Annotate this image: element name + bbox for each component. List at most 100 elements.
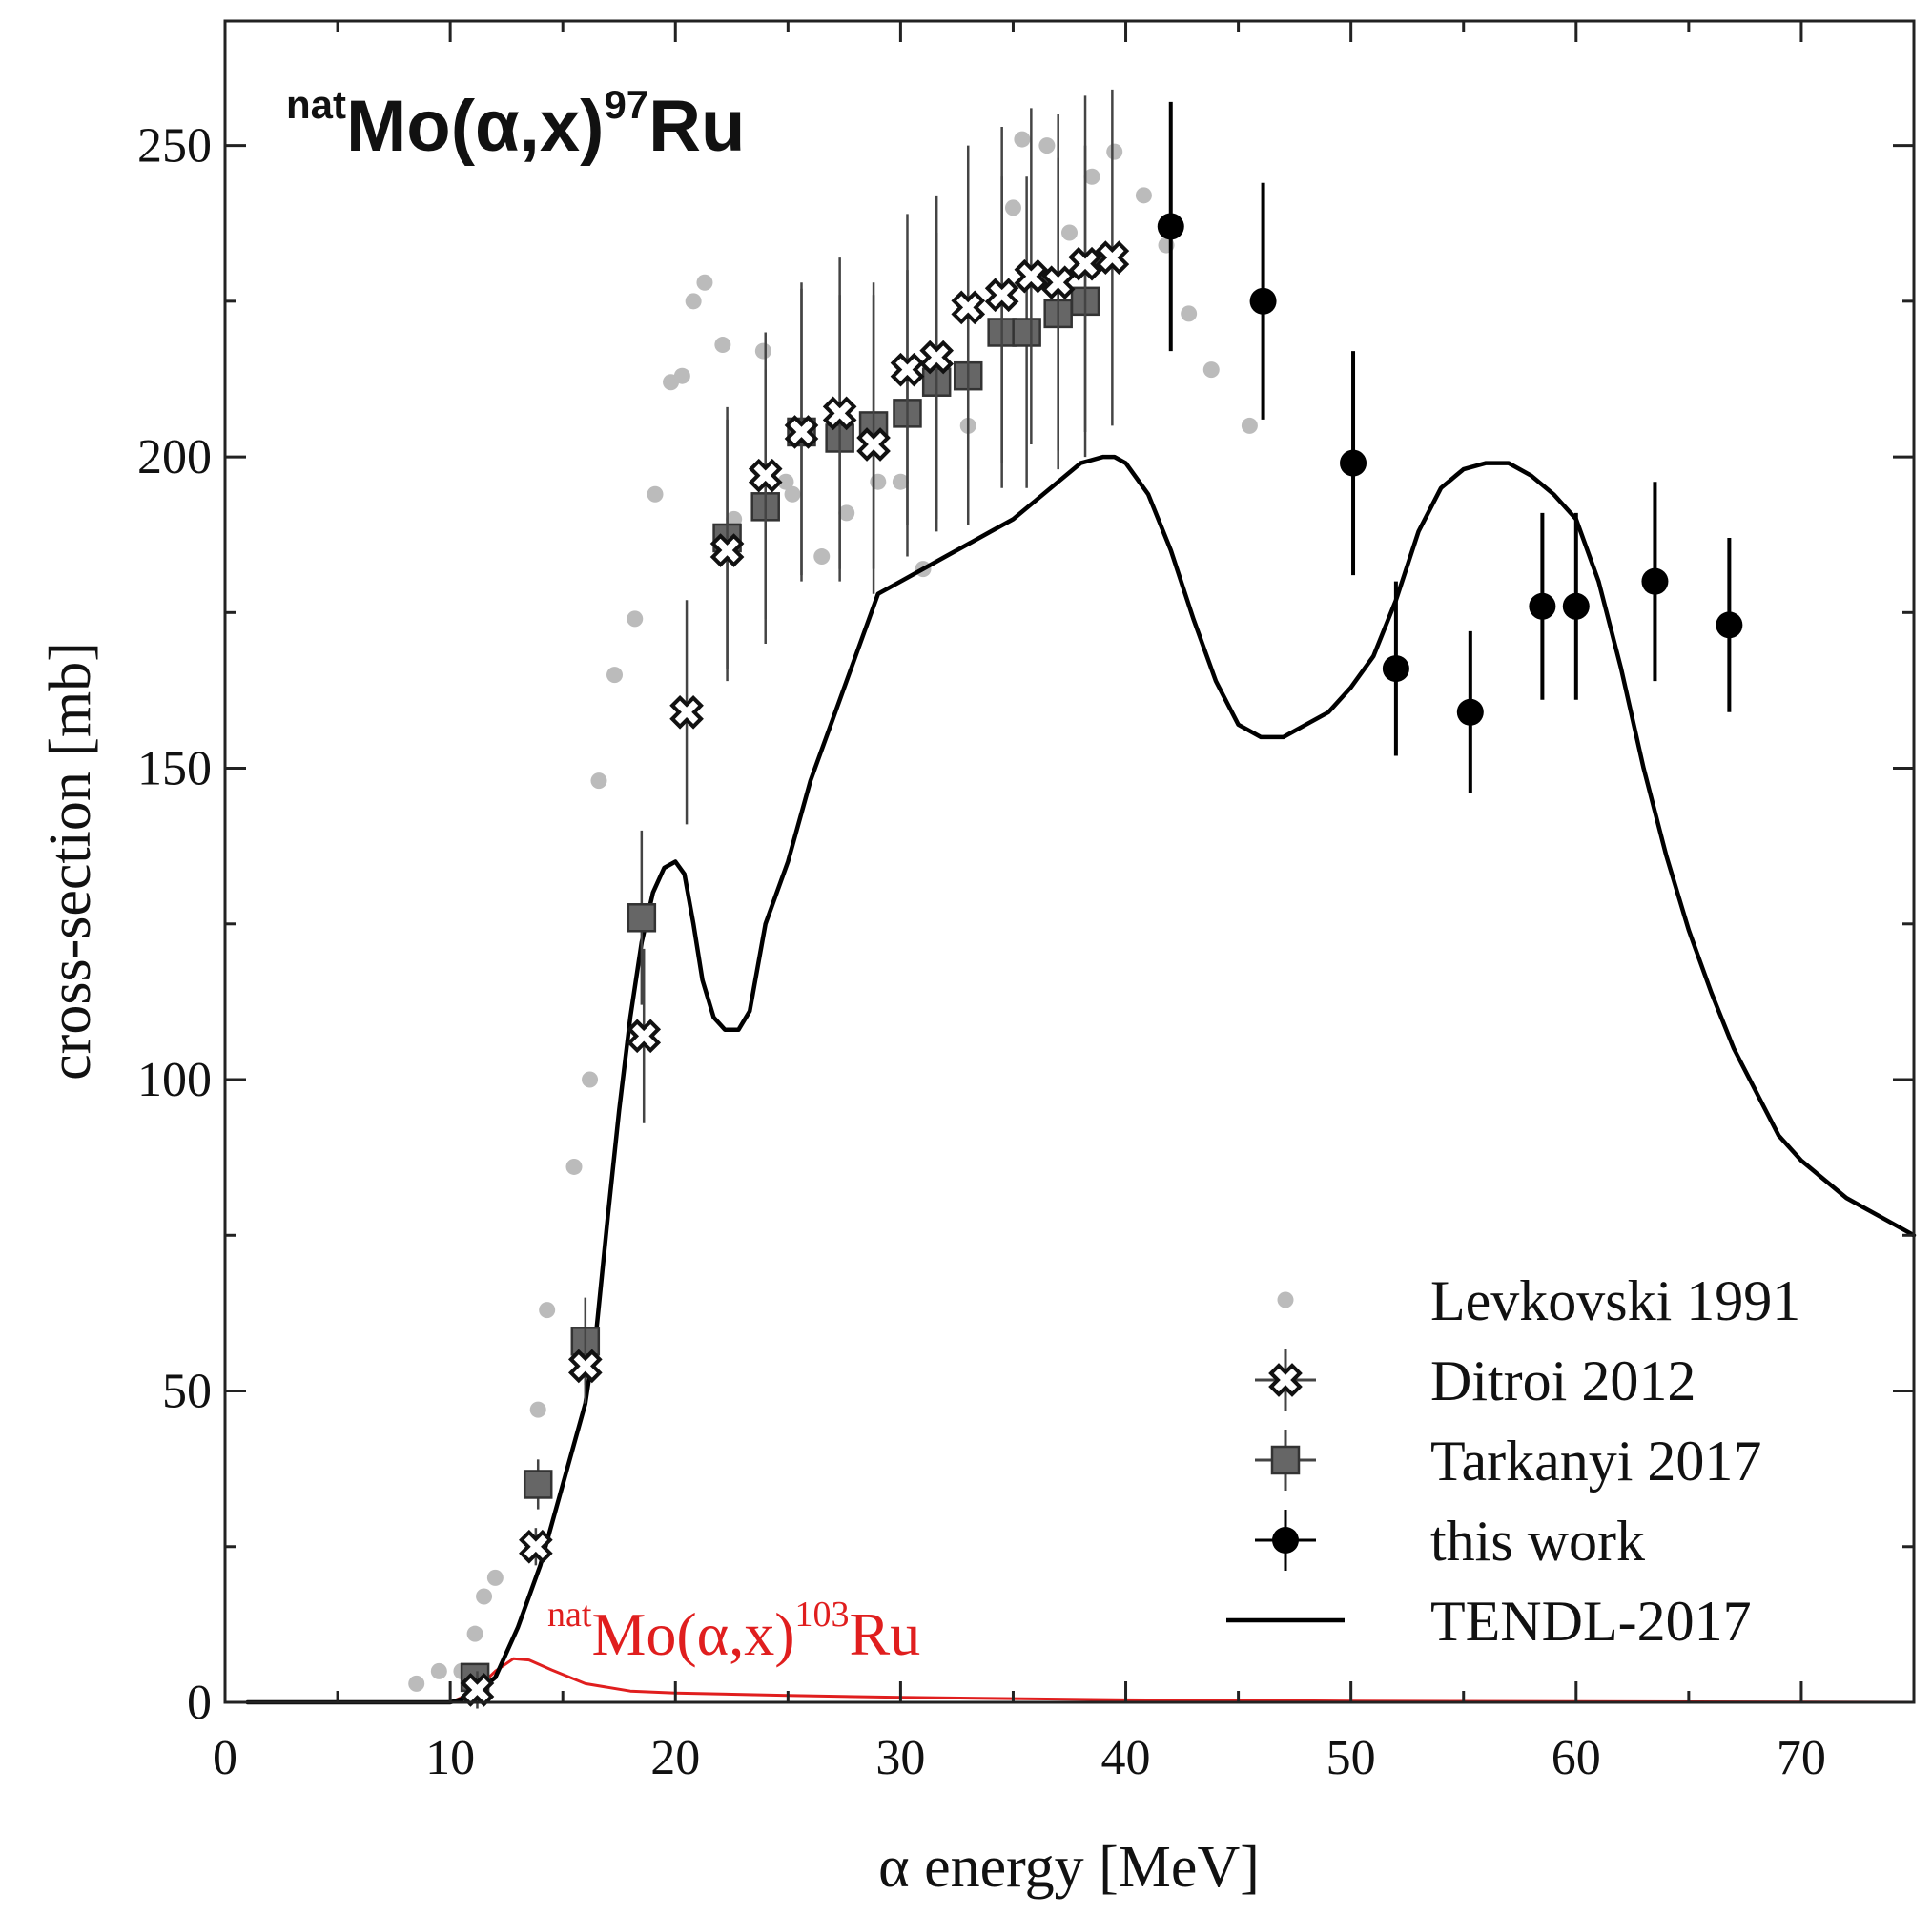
y-axis-label: cross-section [mb] xyxy=(38,642,103,1081)
tarkanyi-2017-point xyxy=(523,1470,553,1499)
levkovski-1991-point xyxy=(1202,361,1220,379)
legend-levkovski-1991-marker xyxy=(1277,1291,1294,1308)
x-tick-label: 0 xyxy=(213,1731,237,1785)
chart-title: natMo(α,x)97Ru xyxy=(286,82,745,167)
legend-levkovski-1991-label: Levkovski 1991 xyxy=(1430,1269,1800,1332)
ditroi-2012-point xyxy=(919,340,955,375)
legend-ditroi-2012-label: Ditroi 2012 xyxy=(1430,1349,1696,1412)
ditroi-2012-point xyxy=(1014,258,1049,294)
levkovski-1991-point xyxy=(1106,143,1123,160)
plot-frame xyxy=(223,19,1916,1704)
levkovski-1991-point xyxy=(1135,187,1152,204)
legend-this-work-marker xyxy=(1272,1527,1299,1554)
axis-ticks: 0 10 20 30 40 50 60 70 0 50 100 150 200 250 xyxy=(137,21,1914,1785)
ditroi-2012-point xyxy=(890,352,925,387)
x-tick-label: 70 xyxy=(1777,1731,1826,1785)
levkovski-1991-point xyxy=(590,772,607,790)
ditroi-2012-point xyxy=(460,1673,495,1707)
tarkanyi-2017-point xyxy=(1012,318,1041,347)
levkovski-1991-point xyxy=(1004,199,1021,216)
ditroi-2012-series xyxy=(460,89,1130,1709)
ditroi-2012-point xyxy=(519,1529,553,1564)
x-tick-label: 60 xyxy=(1552,1731,1601,1785)
levkovski-1991-point xyxy=(486,1569,504,1586)
levkovski-1991-point xyxy=(892,473,909,490)
levkovski-1991-point xyxy=(606,667,624,684)
this-work-point xyxy=(1716,611,1743,639)
legend: Levkovski 1991 Ditroi 2012 Tarkanyi 2017 th… xyxy=(1226,1269,1800,1653)
y-tick-label: 50 xyxy=(162,1365,212,1419)
this-work-point xyxy=(1249,287,1277,315)
ditroi-2012-point xyxy=(1095,240,1130,275)
levkovski-1991-point xyxy=(726,510,743,527)
y-tick-label: 0 xyxy=(187,1676,212,1730)
levkovski-1991-point xyxy=(1181,305,1198,322)
title-prefix-sup: nat xyxy=(286,82,346,127)
levkovski-1991-point xyxy=(476,1588,493,1605)
this-work-point xyxy=(1562,592,1590,620)
ditroi-2012-point xyxy=(1040,265,1076,300)
ditroi-2012-point xyxy=(669,694,704,730)
levkovski-1991-point xyxy=(627,610,644,628)
levkovski-1991-point xyxy=(1241,417,1258,434)
levkovski-1991-point xyxy=(685,293,702,310)
x-tick-label: 10 xyxy=(425,1731,475,1785)
tendl-2017-curve xyxy=(245,454,1917,1705)
levkovski-1991-point xyxy=(1061,224,1078,241)
ditroi-2012-point xyxy=(856,427,891,462)
levkovski-1991-point xyxy=(838,504,855,522)
x-tick-label: 40 xyxy=(1101,1731,1151,1785)
ditroi-2012-point xyxy=(1068,246,1102,281)
levkovski-1991-point xyxy=(777,473,794,490)
levkovski-1991-point xyxy=(466,1625,483,1642)
levkovski-1991-point xyxy=(673,367,690,384)
levkovski-1991-point xyxy=(784,485,801,503)
tarkanyi-2017-point xyxy=(627,903,657,933)
ru103-curve xyxy=(246,1657,1916,1704)
levkovski-1991-point xyxy=(408,1675,425,1692)
ditroi-2012-point xyxy=(748,458,783,493)
ditroi-2012-point xyxy=(567,1349,603,1384)
levkovski-1991-point xyxy=(813,548,831,566)
x-tick-label: 30 xyxy=(875,1731,925,1785)
legend-tendl-2017-label: TENDL-2017 xyxy=(1430,1590,1752,1653)
legend-this-work-label: this work xyxy=(1430,1510,1645,1573)
y-tick-label: 100 xyxy=(137,1053,212,1107)
y-tick-label: 200 xyxy=(137,430,212,484)
levkovski-1991-point xyxy=(1038,137,1056,154)
levkovski-1991-point xyxy=(565,1158,583,1175)
levkovski-1991-point xyxy=(582,1071,599,1088)
plot-area xyxy=(245,89,1917,1709)
levkovski-1991-point xyxy=(696,274,713,291)
ditroi-2012-point xyxy=(951,290,986,325)
this-work-point xyxy=(1382,655,1409,683)
levkovski-1991-point xyxy=(714,337,731,354)
this-work-point xyxy=(1340,449,1367,477)
ru103-product-sup: 103 xyxy=(795,1595,850,1635)
legend-tarkanyi-2017-label: Tarkanyi 2017 xyxy=(1430,1430,1761,1493)
levkovski-1991-point xyxy=(754,342,771,360)
legend-ditroi-2012-marker xyxy=(1268,1363,1303,1397)
this-work-point xyxy=(1456,698,1484,726)
ditroi-2012-point xyxy=(709,533,745,567)
this-work-point xyxy=(1157,213,1184,240)
this-work-point xyxy=(1641,567,1669,595)
y-tick-label: 150 xyxy=(137,742,212,796)
legend-tarkanyi-2017-marker xyxy=(1270,1445,1301,1475)
x-axis-label: α energy [MeV] xyxy=(878,1835,1260,1900)
ditroi-2012-point xyxy=(822,396,857,431)
ru103-main: Mo(α,x) xyxy=(591,1600,794,1668)
this-work-point xyxy=(1529,592,1556,620)
y-tick-label: 250 xyxy=(137,119,212,174)
levkovski-1991-point xyxy=(529,1401,546,1418)
ditroi-2012-point xyxy=(784,415,819,449)
ru103-prefix-sup: nat xyxy=(547,1595,592,1635)
this-work-series xyxy=(1157,101,1743,793)
ru103-curve-label: natMo(α,x)103Ru xyxy=(547,1595,920,1668)
levkovski-1991-series xyxy=(408,131,1258,1692)
title-product-sup: 97 xyxy=(604,82,648,127)
x-tick-label: 50 xyxy=(1326,1731,1376,1785)
title-product: Ru xyxy=(648,86,745,167)
levkovski-1991-point xyxy=(539,1302,556,1319)
ditroi-2012-point xyxy=(627,1019,662,1054)
